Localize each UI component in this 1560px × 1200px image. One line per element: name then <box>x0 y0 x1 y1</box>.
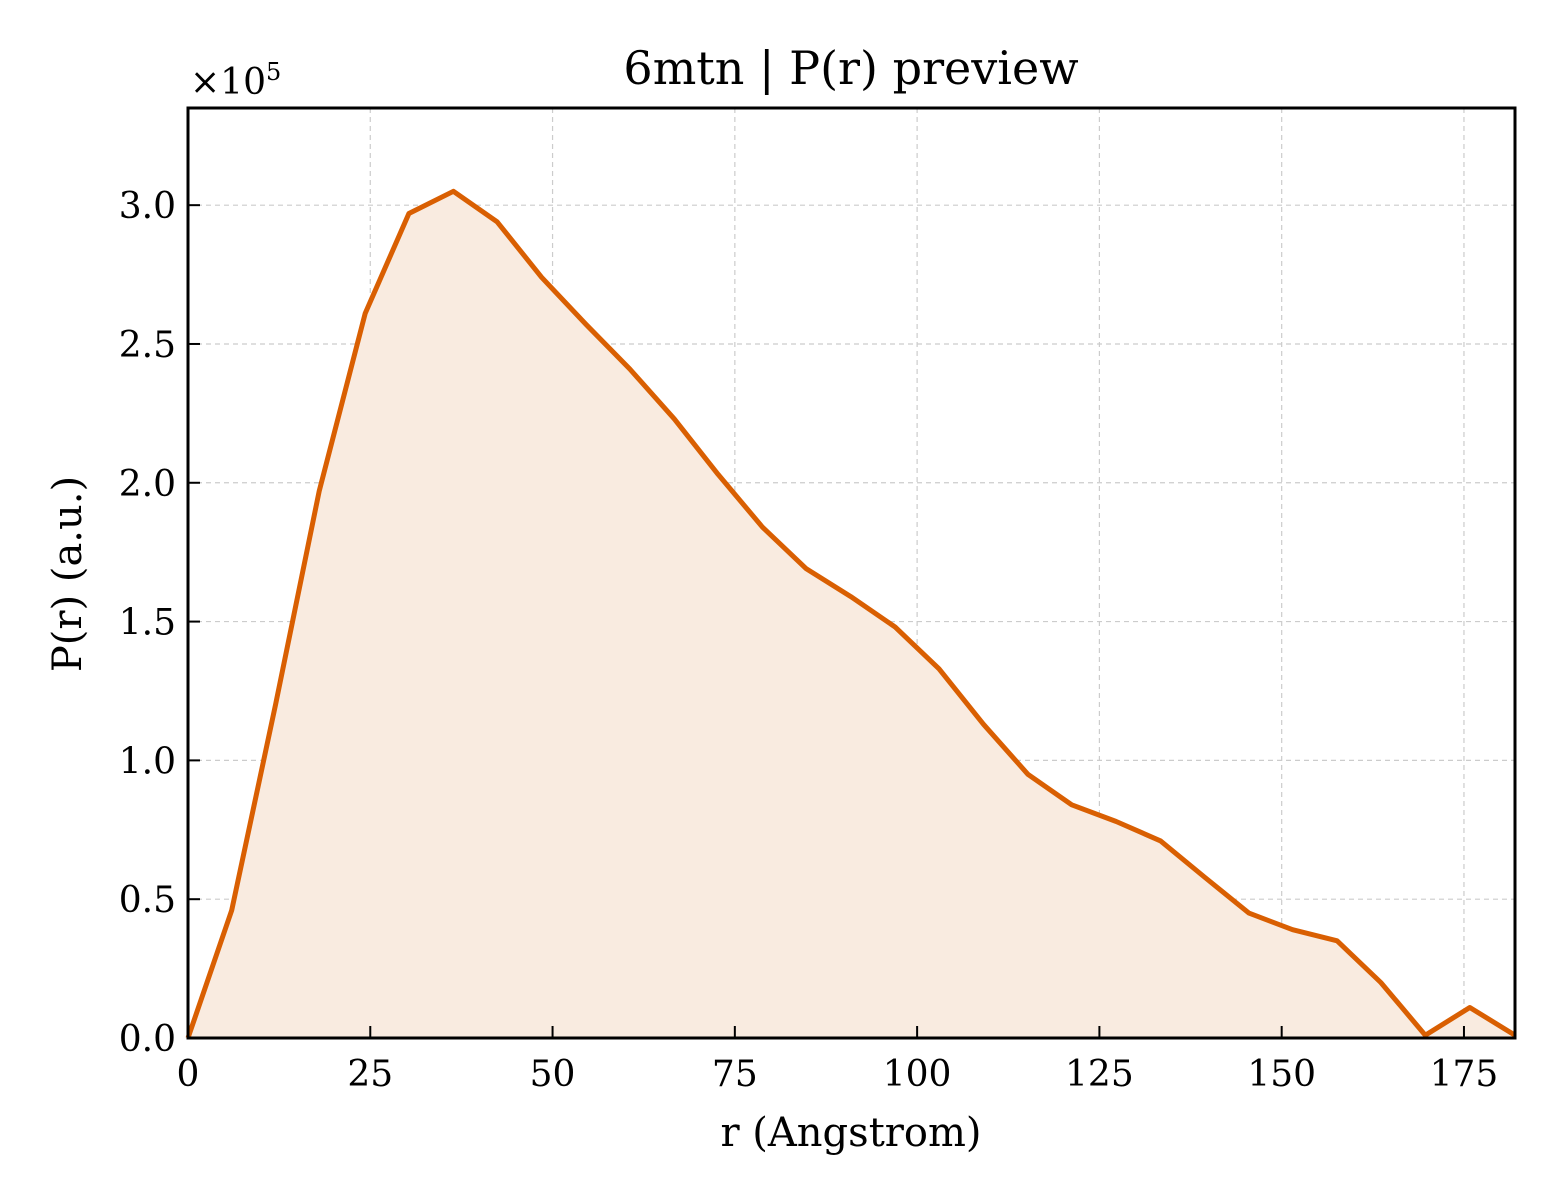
y-tick-label: 0.5 <box>119 880 176 921</box>
chart-title: 6mtn | P(r) preview <box>623 41 1078 95</box>
pr-area-fill <box>188 191 1515 1039</box>
x-tick-label: 75 <box>712 1054 758 1095</box>
y-tick-label: 1.0 <box>119 741 176 782</box>
y-multiplier: ×105 <box>190 58 281 103</box>
y-multiplier-exponent: 5 <box>266 58 281 86</box>
x-tick-label: 25 <box>347 1054 393 1095</box>
y-axis-label: P(r) (a.u.) <box>45 476 91 672</box>
x-tick-label: 100 <box>883 1054 952 1095</box>
y-tick-label: 3.0 <box>119 186 176 227</box>
y-tick-label: 1.5 <box>119 603 176 644</box>
x-axis-label: r (Angstrom) <box>720 1110 981 1156</box>
x-tick-label: 175 <box>1430 1054 1499 1095</box>
pr-line <box>185 188 1517 1039</box>
y-multiplier-base: ×10 <box>190 62 266 103</box>
y-tick-label: 2.0 <box>119 464 176 505</box>
y-tick-label: 2.5 <box>119 325 176 366</box>
x-tick-label: 50 <box>530 1054 576 1095</box>
x-tick-label: 150 <box>1247 1054 1316 1095</box>
y-tick-label: 0.0 <box>119 1019 176 1060</box>
plot-frame <box>186 106 1517 1040</box>
x-tick-label: 125 <box>1065 1054 1134 1095</box>
x-tick-label: 0 <box>177 1054 200 1095</box>
axis-ticks: 0 25 50 75 100 125 150 175 0.0 0.5 1.0 1.5 2.0 2.5 3.0 <box>119 186 1499 1095</box>
